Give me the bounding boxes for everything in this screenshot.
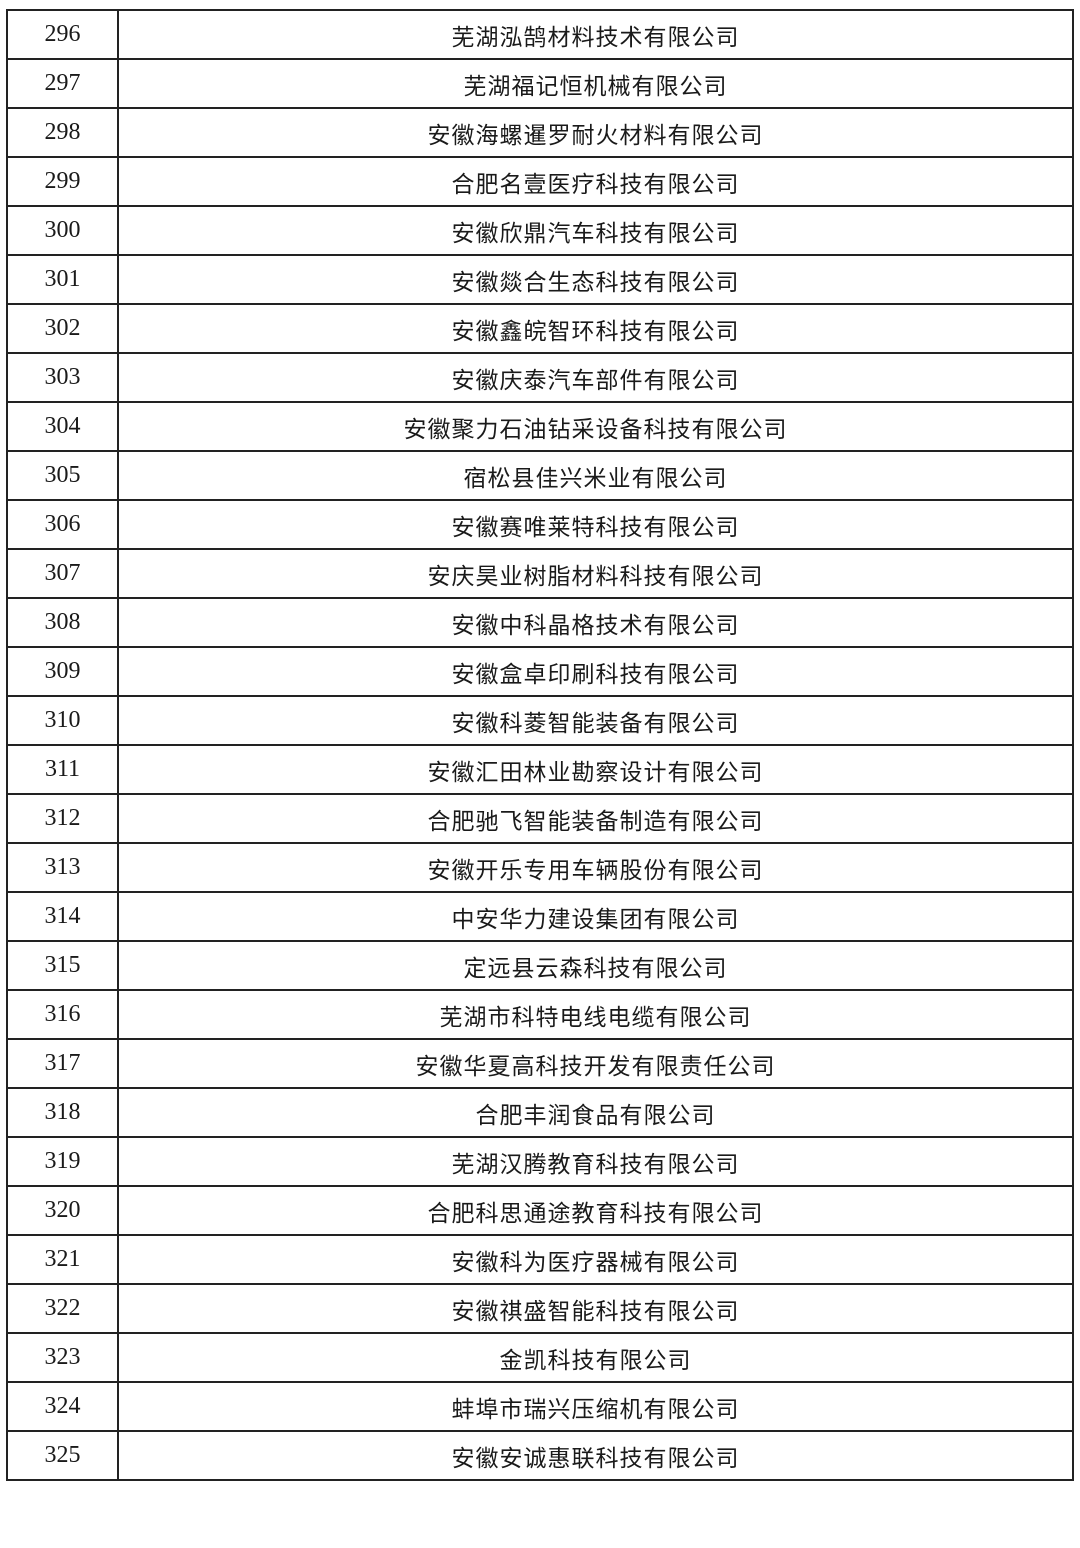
- table-row: 317 安徽华夏高科技开发有限责任公司: [6, 1038, 1074, 1089]
- row-number: 297: [6, 58, 119, 109]
- company-name: 安徽汇田林业勘察设计有限公司: [117, 744, 1074, 795]
- table-row: 299 合肥名壹医疗科技有限公司: [6, 156, 1074, 207]
- company-name: 安徽科为医疗器械有限公司: [117, 1234, 1074, 1285]
- company-name: 芜湖福记恒机械有限公司: [117, 58, 1074, 109]
- table-row: 296 芜湖泓鹄材料技术有限公司: [6, 9, 1074, 60]
- table-row: 302 安徽鑫皖智环科技有限公司: [6, 303, 1074, 354]
- table-row: 306 安徽赛唯莱特科技有限公司: [6, 499, 1074, 550]
- row-number: 320: [6, 1185, 119, 1236]
- company-name: 金凯科技有限公司: [117, 1332, 1074, 1383]
- row-number: 302: [6, 303, 119, 354]
- table-row: 323 金凯科技有限公司: [6, 1332, 1074, 1383]
- company-name: 合肥科思通途教育科技有限公司: [117, 1185, 1074, 1236]
- row-number: 303: [6, 352, 119, 403]
- company-name: 中安华力建设集团有限公司: [117, 891, 1074, 942]
- company-name: 安徽盒卓印刷科技有限公司: [117, 646, 1074, 697]
- row-number: 306: [6, 499, 119, 550]
- company-name: 安徽海螺暹罗耐火材料有限公司: [117, 107, 1074, 158]
- company-list-table: 296 芜湖泓鹄材料技术有限公司 297 芜湖福记恒机械有限公司 298 安徽海螺暹罗耐火…: [6, 9, 1074, 1481]
- table-row: 307 安庆昊业树脂材料科技有限公司: [6, 548, 1074, 599]
- table-row: 308 安徽中科晶格技术有限公司: [6, 597, 1074, 648]
- row-number: 318: [6, 1087, 119, 1138]
- row-number: 296: [6, 9, 119, 60]
- company-name: 合肥名壹医疗科技有限公司: [117, 156, 1074, 207]
- company-name: 合肥驰飞智能装备制造有限公司: [117, 793, 1074, 844]
- company-name: 芜湖市科特电线电缆有限公司: [117, 989, 1074, 1040]
- row-number: 321: [6, 1234, 119, 1285]
- company-name: 安徽安诚惠联科技有限公司: [117, 1430, 1074, 1481]
- table-row: 314 中安华力建设集团有限公司: [6, 891, 1074, 942]
- table-row: 324 蚌埠市瑞兴压缩机有限公司: [6, 1381, 1074, 1432]
- row-number: 316: [6, 989, 119, 1040]
- table-row: 316 芜湖市科特电线电缆有限公司: [6, 989, 1074, 1040]
- table-row: 298 安徽海螺暹罗耐火材料有限公司: [6, 107, 1074, 158]
- company-name: 芜湖泓鹄材料技术有限公司: [117, 9, 1074, 60]
- table-row: 309 安徽盒卓印刷科技有限公司: [6, 646, 1074, 697]
- row-number: 310: [6, 695, 119, 746]
- row-number: 309: [6, 646, 119, 697]
- table-row: 313 安徽开乐专用车辆股份有限公司: [6, 842, 1074, 893]
- row-number: 324: [6, 1381, 119, 1432]
- row-number: 311: [6, 744, 119, 795]
- company-name: 安徽庆泰汽车部件有限公司: [117, 352, 1074, 403]
- row-number: 313: [6, 842, 119, 893]
- row-number: 308: [6, 597, 119, 648]
- table-row: 318 合肥丰润食品有限公司: [6, 1087, 1074, 1138]
- company-name: 安徽欣鼎汽车科技有限公司: [117, 205, 1074, 256]
- row-number: 317: [6, 1038, 119, 1089]
- row-number: 325: [6, 1430, 119, 1481]
- row-number: 305: [6, 450, 119, 501]
- row-number: 299: [6, 156, 119, 207]
- company-name: 安徽祺盛智能科技有限公司: [117, 1283, 1074, 1334]
- table-row: 320 合肥科思通途教育科技有限公司: [6, 1185, 1074, 1236]
- row-number: 298: [6, 107, 119, 158]
- table-row: 301 安徽燚合生态科技有限公司: [6, 254, 1074, 305]
- table-row: 325 安徽安诚惠联科技有限公司: [6, 1430, 1074, 1481]
- table-body: 296 芜湖泓鹄材料技术有限公司 297 芜湖福记恒机械有限公司 298 安徽海螺暹罗耐火…: [6, 9, 1074, 1481]
- table-row: 319 芜湖汉腾教育科技有限公司: [6, 1136, 1074, 1187]
- table-row: 297 芜湖福记恒机械有限公司: [6, 58, 1074, 109]
- company-name: 安庆昊业树脂材料科技有限公司: [117, 548, 1074, 599]
- company-name: 蚌埠市瑞兴压缩机有限公司: [117, 1381, 1074, 1432]
- table-row: 303 安徽庆泰汽车部件有限公司: [6, 352, 1074, 403]
- table-row: 312 合肥驰飞智能装备制造有限公司: [6, 793, 1074, 844]
- company-name: 安徽赛唯莱特科技有限公司: [117, 499, 1074, 550]
- row-number: 304: [6, 401, 119, 452]
- company-name: 定远县云森科技有限公司: [117, 940, 1074, 991]
- row-number: 312: [6, 793, 119, 844]
- company-name: 宿松县佳兴米业有限公司: [117, 450, 1074, 501]
- table-row: 311 安徽汇田林业勘察设计有限公司: [6, 744, 1074, 795]
- company-name: 安徽中科晶格技术有限公司: [117, 597, 1074, 648]
- table-row: 322 安徽祺盛智能科技有限公司: [6, 1283, 1074, 1334]
- row-number: 323: [6, 1332, 119, 1383]
- table-row: 305 宿松县佳兴米业有限公司: [6, 450, 1074, 501]
- company-name: 安徽燚合生态科技有限公司: [117, 254, 1074, 305]
- row-number: 315: [6, 940, 119, 991]
- row-number: 301: [6, 254, 119, 305]
- table-row: 321 安徽科为医疗器械有限公司: [6, 1234, 1074, 1285]
- table-row: 304 安徽聚力石油钻采设备科技有限公司: [6, 401, 1074, 452]
- company-name: 安徽华夏高科技开发有限责任公司: [117, 1038, 1074, 1089]
- table-row: 315 定远县云森科技有限公司: [6, 940, 1074, 991]
- row-number: 322: [6, 1283, 119, 1334]
- table-row: 300 安徽欣鼎汽车科技有限公司: [6, 205, 1074, 256]
- row-number: 319: [6, 1136, 119, 1187]
- company-name: 安徽科菱智能装备有限公司: [117, 695, 1074, 746]
- company-name: 合肥丰润食品有限公司: [117, 1087, 1074, 1138]
- company-name: 安徽开乐专用车辆股份有限公司: [117, 842, 1074, 893]
- table-row: 310 安徽科菱智能装备有限公司: [6, 695, 1074, 746]
- company-name: 安徽鑫皖智环科技有限公司: [117, 303, 1074, 354]
- company-name: 安徽聚力石油钻采设备科技有限公司: [117, 401, 1074, 452]
- row-number: 314: [6, 891, 119, 942]
- row-number: 300: [6, 205, 119, 256]
- company-name: 芜湖汉腾教育科技有限公司: [117, 1136, 1074, 1187]
- row-number: 307: [6, 548, 119, 599]
